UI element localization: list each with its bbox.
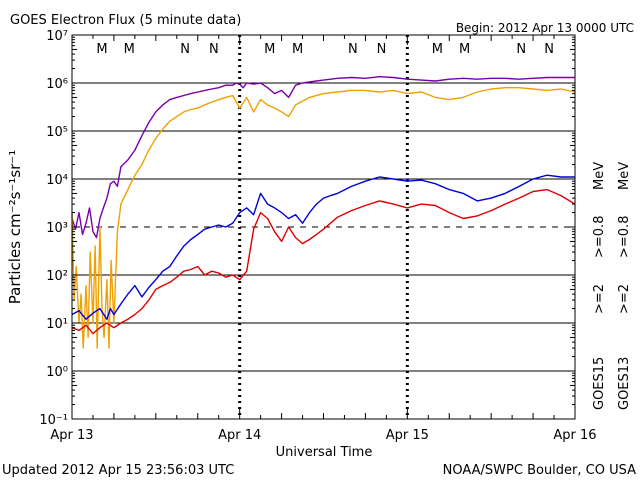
y-tick-label: 10⁶: [46, 77, 68, 92]
marker-label: M: [264, 42, 275, 57]
legend: GOES15 >=2 >=0.8 MeV GOES13 >=2 >=0.8 MeV: [592, 162, 632, 410]
legend-goes13-08mev: >=0.8: [617, 216, 632, 258]
marker-label: M: [432, 42, 443, 57]
chart-title: GOES Electron Flux (5 minute data): [10, 13, 241, 28]
y-tick-label: 10³: [46, 221, 68, 236]
x-axis-ticks: Apr 13 Apr 14 Apr 15 Apr 16: [50, 35, 597, 443]
x-tick-label: Apr 15: [386, 428, 429, 443]
legend-unit: MeV: [617, 162, 632, 190]
y-tick-label: 10²: [46, 269, 68, 284]
gridlines: [72, 82, 575, 372]
x-tick-label: Apr 13: [50, 428, 93, 443]
series-lines: [71, 76, 576, 349]
marker-label: M: [124, 42, 135, 57]
y-tick-label: 10⁵: [46, 125, 68, 140]
marker-label: M: [292, 42, 303, 57]
series-line: [71, 188, 576, 335]
y-tick-label: 10⁴: [46, 173, 68, 188]
y-axis-ticks: 10⁻¹ 10⁰ 10¹ 10² 10³ 10⁴ 10⁵ 10⁶ 10⁷: [39, 29, 575, 428]
marker-label: N: [516, 42, 526, 57]
series-line: [71, 87, 576, 349]
legend-goes15-2mev: >=2: [592, 284, 607, 314]
legend-goes13-2mev: >=2: [617, 284, 632, 314]
legend-goes15-08mev: >=0.8: [592, 216, 607, 258]
y-tick-label: 10⁻¹: [39, 413, 68, 428]
series-line: [71, 76, 575, 239]
y-tick-label: 10⁰: [46, 365, 68, 380]
x-axis-label: Universal Time: [276, 445, 373, 460]
marker-label: M: [459, 42, 470, 57]
legend-goes13: GOES13: [617, 357, 632, 410]
marker-label: N: [544, 42, 554, 57]
day-separators: [238, 35, 409, 419]
x-tick-label: Apr 14: [218, 428, 261, 443]
updated-time: Updated 2012 Apr 15 23:56:03 UTC: [2, 463, 234, 478]
y-tick-label: 10⁷: [46, 29, 68, 44]
series-line: [71, 174, 575, 320]
x-tick-label: Apr 16: [553, 428, 596, 443]
legend-unit: MeV: [592, 162, 607, 190]
marker-label: N: [348, 42, 358, 57]
marker-label: N: [209, 42, 219, 57]
credit-text: NOAA/SWPC Boulder, CO USA: [443, 463, 636, 478]
y-tick-label: 10¹: [46, 317, 68, 332]
marker-label: N: [377, 42, 387, 57]
marker-label: N: [180, 42, 190, 57]
legend-goes15: GOES15: [592, 357, 607, 410]
begin-time: Begin: 2012 Apr 13 0000 UTC: [456, 21, 634, 35]
y-axis-label: Particles cm⁻²s⁻¹sr⁻¹: [6, 150, 24, 304]
marker-label: M: [96, 42, 107, 57]
